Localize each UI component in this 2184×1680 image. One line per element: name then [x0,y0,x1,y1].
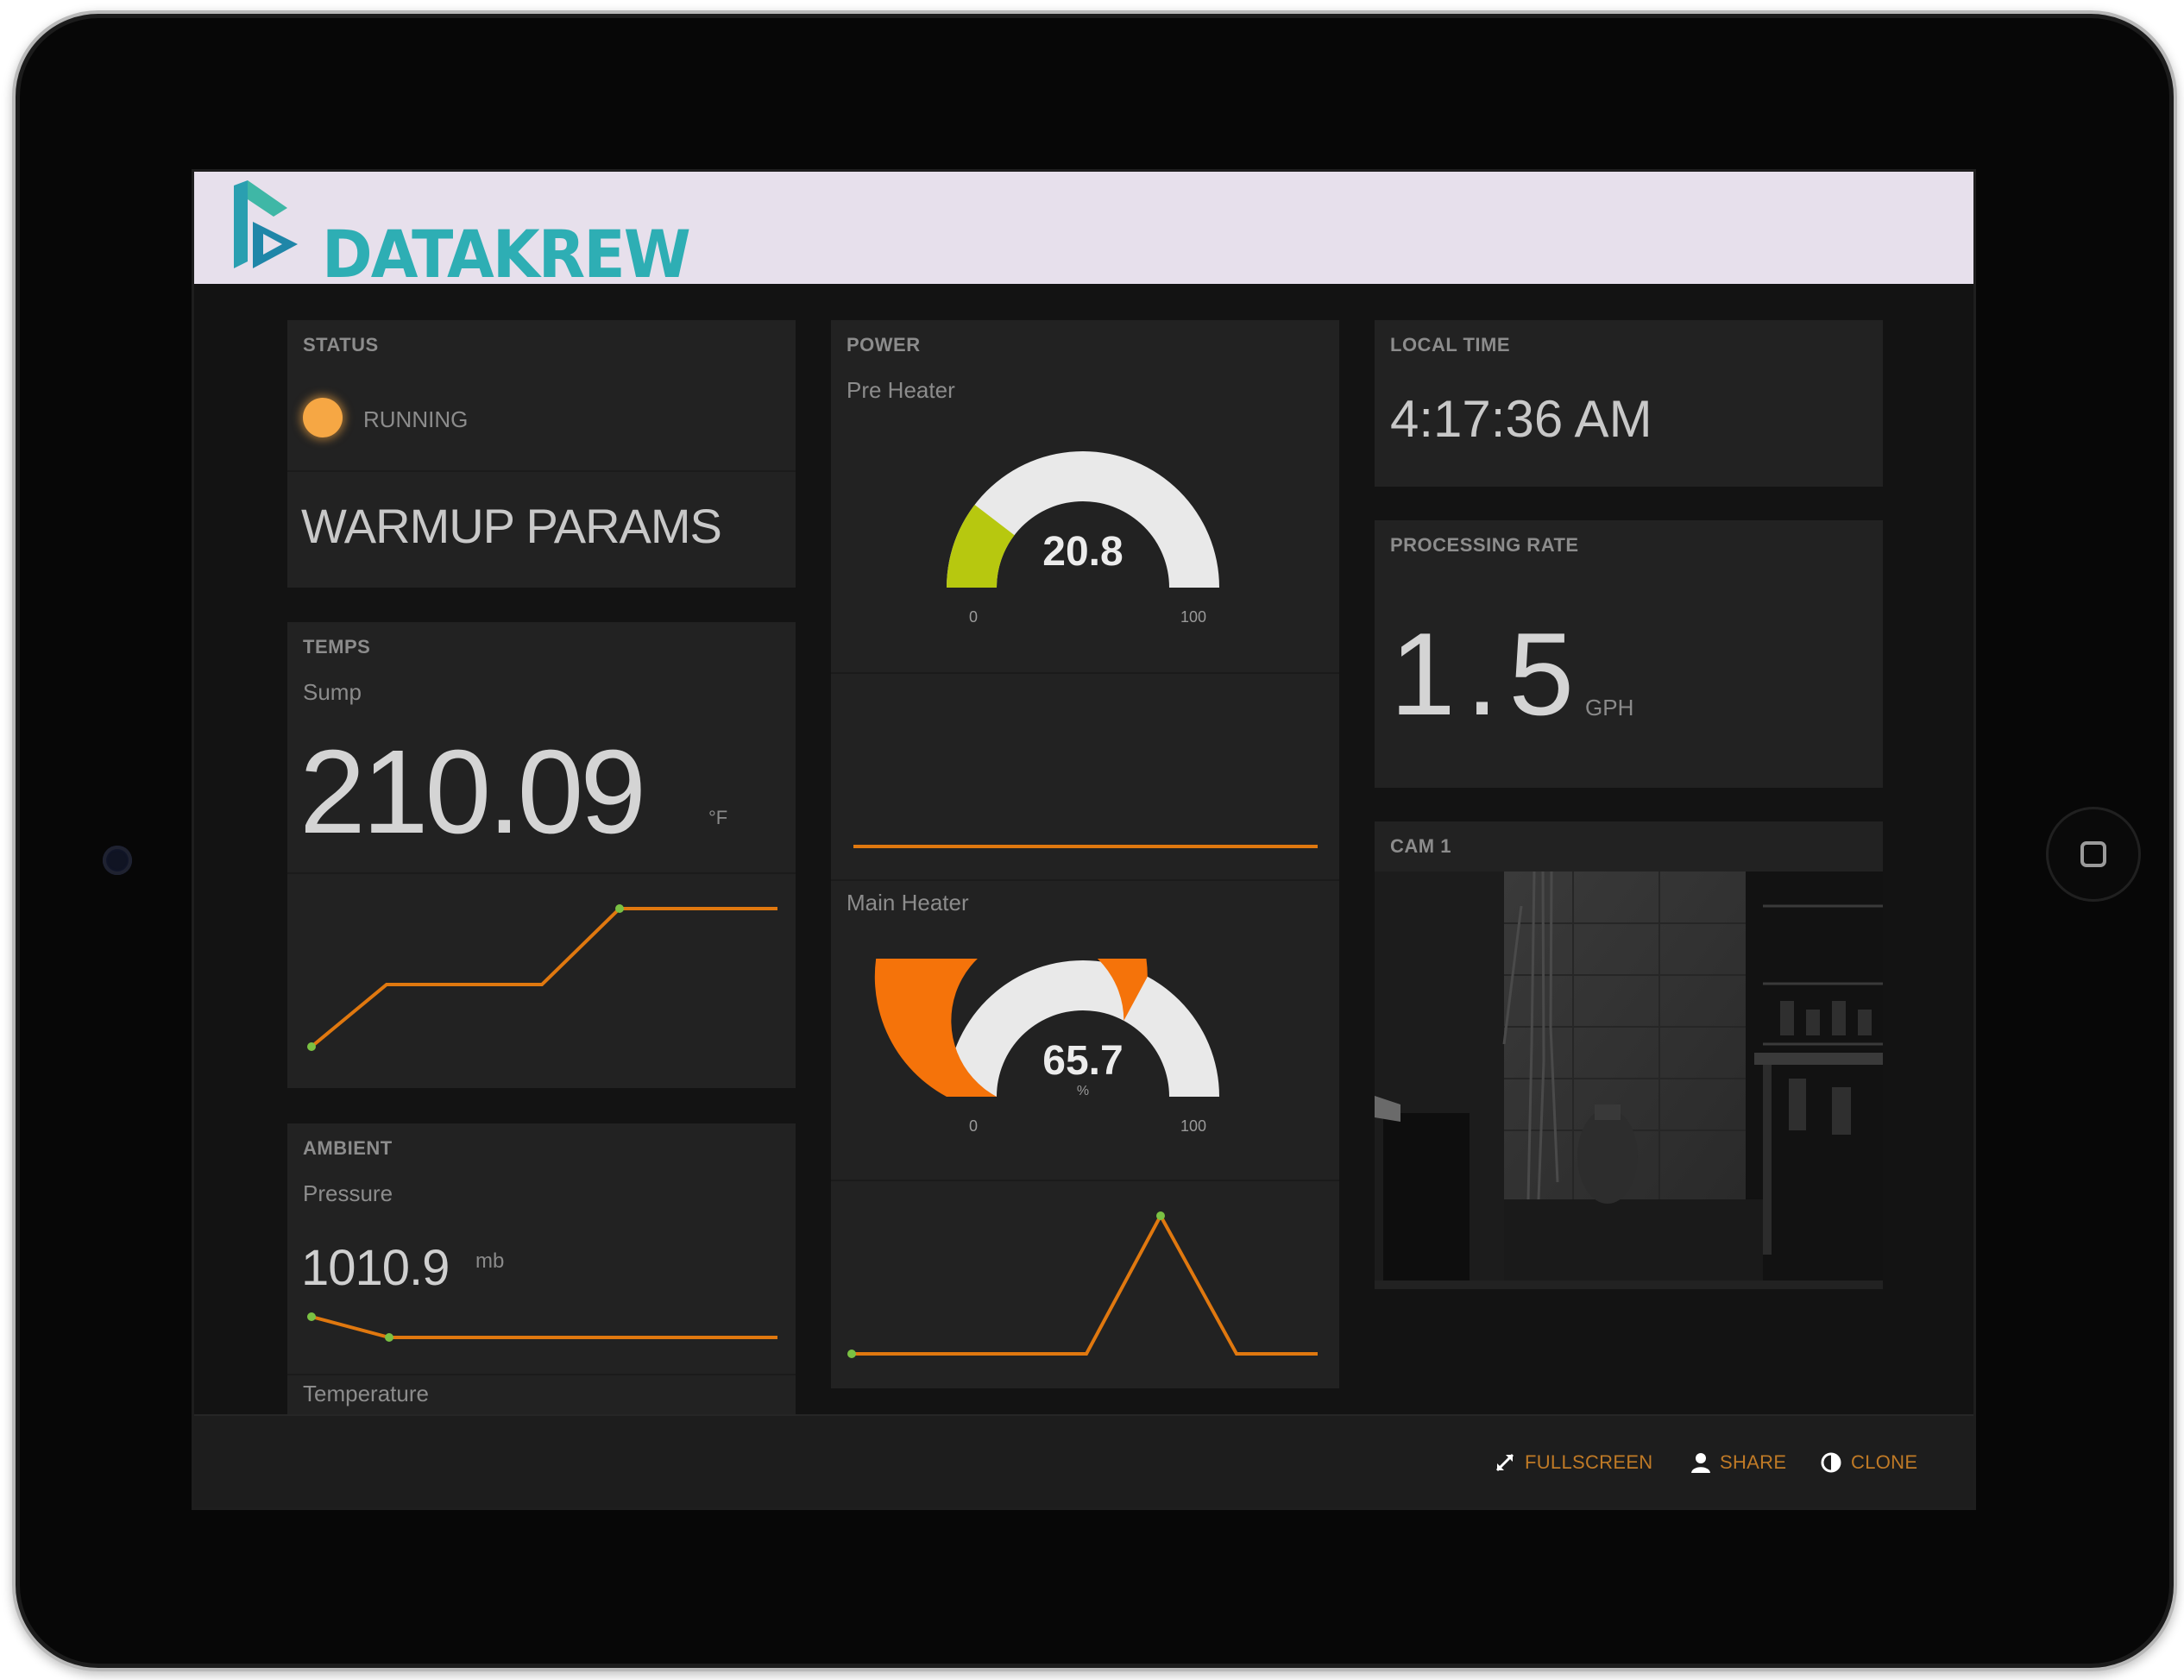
pressure-label: Pressure [303,1180,393,1206]
local-time-panel: LOCAL TIME 4:17:36 AM [1375,320,1883,487]
brand-header: DATAKREW [194,172,1973,293]
pressure-sparkline-point [307,1312,316,1321]
user-icon [1691,1453,1710,1473]
status-title: STATUS [303,334,379,356]
clone-label: CLONE [1851,1451,1918,1473]
sump-sparkline-line [310,907,777,1048]
gauge-pre-fill [947,504,1015,588]
pressure-sparkline [307,1312,777,1342]
status-indicator-label: RUNNING [363,406,469,432]
temperature-label: Temperature [303,1381,429,1406]
temps-title: TEMPS [303,636,371,658]
contrast-icon [1821,1452,1841,1473]
gauge-main-track [947,960,1219,1097]
brand-name: DATAKREW [322,216,691,293]
sump-value: 210.09 [299,726,646,859]
pre-heater-sparkline [853,845,1318,848]
main-heater-min: 0 [969,1117,978,1135]
dashboard-toolbar: FULLSCREEN SHARE CLONE [194,1414,1973,1507]
pre-heater-min: 0 [969,608,978,626]
sump-sparkline-point [307,1042,316,1051]
ambient-panel: AMBIENT Pressure 1010.9 mb Temperature [287,1123,796,1414]
pressure-units: mb [475,1249,505,1273]
sump-sparkline-point [615,904,624,913]
sump-sparkline [307,904,777,1051]
processing-rate-panel: PROCESSING RATE 1.5 GPH [1375,520,1883,788]
main-heater-sparkline-point [847,1350,856,1358]
processing-rate-title: PROCESSING RATE [1390,534,1579,556]
local-time-value: 4:17:36 AM [1390,390,1652,448]
gauge-main-fill [874,959,1148,1097]
camera-feed-image[interactable] [1375,871,1883,1280]
dashboard-screen: DATAKREW STATUS RUNNING WARMUP PARAMS TE… [194,172,1973,1507]
home-button[interactable] [2046,807,2141,902]
main-heater-max: 100 [1180,1117,1206,1135]
pressure-value: 1010.9 [301,1240,450,1296]
sump-label: Sump [303,679,362,705]
fullscreen-icon [1495,1453,1514,1472]
main-heater-sparkline-line [852,1211,1318,1356]
fullscreen-label: FULLSCREEN [1525,1451,1653,1473]
pre-heater-max: 100 [1180,608,1206,626]
pressure-sparkline-line [311,1315,777,1339]
pre-heater-value: 20.8 [1042,529,1123,575]
main-heater-value: 65.7 [1042,1038,1123,1084]
status-panel: STATUS RUNNING WARMUP PARAMS [287,320,796,588]
main-heater-gauge: 65.7 % 0 100 [874,959,1219,1135]
home-square-icon [2080,841,2106,867]
main-heater-units: % [1077,1084,1089,1098]
main-heater-sparkline [847,1211,1318,1358]
status-indicator-light [303,398,343,437]
share-label: SHARE [1720,1451,1787,1473]
share-button[interactable]: SHARE [1690,1445,1786,1480]
power-title: POWER [847,334,921,356]
pre-heater-gauge: 20.8 0 100 [947,451,1219,626]
clone-button[interactable]: CLONE [1820,1445,1917,1480]
local-time-title: LOCAL TIME [1390,334,1511,356]
camera-panel: CAM 1 [1375,821,1883,1289]
main-heater-sparkline-point [1156,1211,1165,1220]
status-message: WARMUP PARAMS [301,499,722,553]
main-heater-label: Main Heater [847,890,969,916]
gauge-pre-track [947,451,1219,588]
datakrew-logo-icon [234,180,298,268]
sump-units: °F [708,807,728,828]
processing-rate-value: 1.5 [1390,608,1585,739]
power-panel: POWER Pre Heater 20.8 0 100 Main Heater … [831,320,1339,1388]
pre-heater-label: Pre Heater [847,377,955,403]
fullscreen-button[interactable]: FULLSCREEN [1494,1445,1652,1480]
front-camera [103,846,132,875]
camera-title: CAM 1 [1390,835,1451,857]
processing-rate-units: GPH [1585,695,1634,720]
temps-panel: TEMPS Sump 210.09 °F [287,622,796,1088]
pressure-sparkline-point [385,1333,393,1342]
ambient-title: AMBIENT [303,1137,393,1159]
